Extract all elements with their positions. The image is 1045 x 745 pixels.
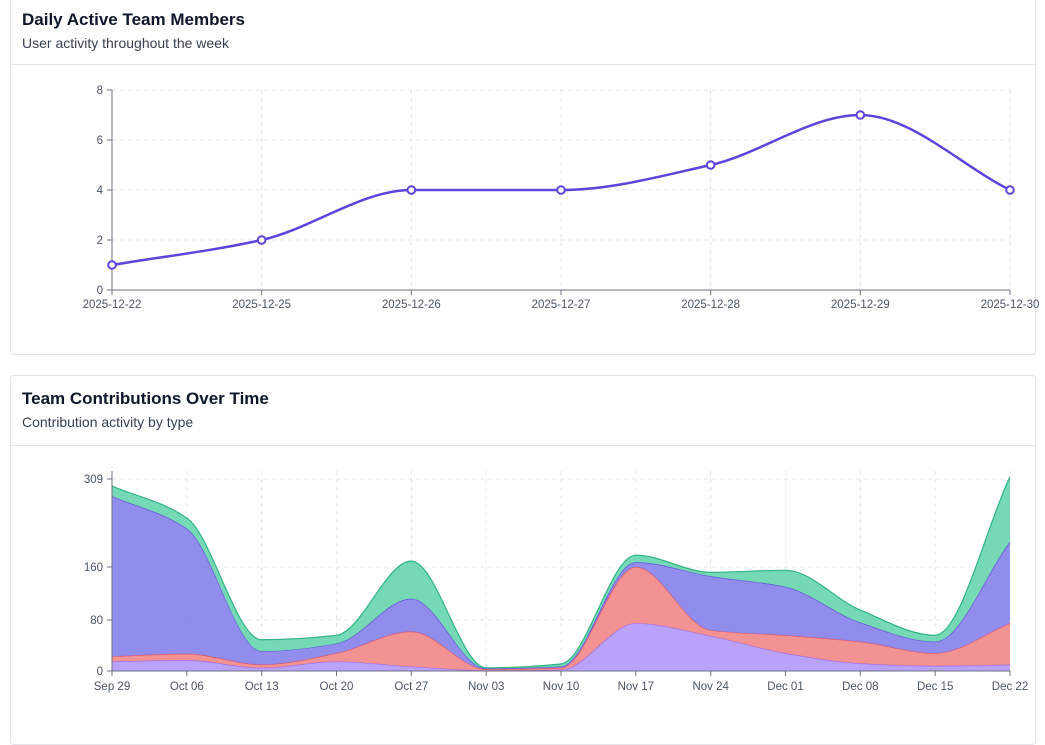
x-tick-label: Oct 13	[245, 681, 279, 693]
x-tick-label: 2025-12-27	[532, 299, 591, 311]
data-point	[855, 110, 866, 120]
x-tick-label: 2025-12-28	[681, 299, 740, 311]
x-tick-label: 2025-12-22	[83, 299, 142, 311]
x-tick-label: Nov 17	[618, 681, 654, 693]
x-tick-label: 2025-12-25	[232, 299, 291, 311]
data-point	[256, 235, 267, 245]
areas	[111, 476, 1011, 671]
x-tick-label: Nov 10	[543, 681, 579, 693]
y-tick-label: 160	[84, 562, 103, 574]
x-tick-label: Oct 27	[394, 681, 428, 693]
y-tick-label: 0	[97, 285, 103, 297]
x-tick-label: Sep 29	[94, 681, 130, 693]
data-point	[107, 260, 117, 270]
chart-subtitle: Contribution activity by type	[22, 414, 194, 430]
x-tick-label: 2025-12-26	[382, 299, 441, 311]
x-tick-label: Dec 01	[767, 681, 803, 693]
x-tick-label: Dec 08	[842, 681, 878, 693]
data-point	[1005, 185, 1015, 195]
x-tick-label: 2025-12-30	[981, 299, 1040, 311]
y-tick-label: 309	[84, 474, 103, 486]
x-tick-label: Dec 15	[917, 681, 953, 693]
y-tick-label: 8	[97, 85, 103, 97]
y-tick-label: 6	[97, 135, 103, 147]
y-tick-label: 80	[90, 615, 103, 627]
x-tick-label: Oct 06	[170, 681, 204, 693]
area-series-edge	[111, 476, 1011, 669]
x-tick-label: Nov 03	[468, 681, 504, 693]
chart-title: Daily Active Team Members	[22, 10, 245, 29]
area-series-2	[112, 567, 1010, 671]
x-tick-label: Nov 24	[692, 681, 729, 693]
y-tick-label: 0	[97, 666, 103, 678]
y-tick-label: 2	[97, 235, 103, 247]
data-point	[556, 185, 566, 195]
contributions-header: Team Contributions Over Time Contributio…	[11, 376, 1035, 446]
chart-title: Team Contributions Over Time	[22, 389, 269, 408]
chart-subtitle: User activity throughout the week	[22, 35, 229, 51]
data-point	[705, 160, 716, 170]
daily-active-card: Daily Active Team Members User activity …	[10, 0, 1036, 355]
area-series-3	[112, 496, 1010, 670]
x-tick-label: Oct 20	[320, 681, 354, 693]
data-point	[406, 185, 417, 195]
x-tick-label: Dec 22	[992, 681, 1028, 693]
area-series-1	[112, 623, 1010, 671]
x-tick-label: 2025-12-29	[831, 299, 890, 311]
daily-active-header: Daily Active Team Members User activity …	[11, 0, 1035, 65]
contributions-card: Team Contributions Over Time Contributio…	[10, 375, 1036, 745]
y-tick-label: 4	[97, 185, 104, 197]
